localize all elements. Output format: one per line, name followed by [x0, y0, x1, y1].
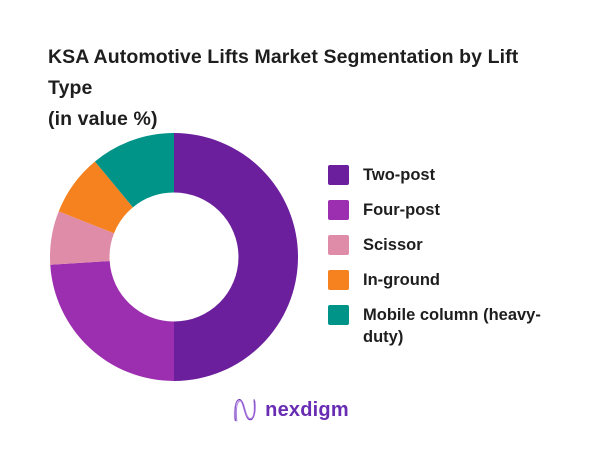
donut-chart: [50, 133, 298, 381]
donut-segment-two-post: [174, 133, 298, 381]
donut-segment-in-ground: [58, 161, 133, 234]
legend-swatch: [328, 235, 349, 255]
nexdigm-logo-text: nexdigm: [265, 398, 349, 421]
donut-segment-four-post: [50, 261, 174, 381]
legend-swatch: [328, 270, 349, 290]
donut-segment-mobile-column-heavy-duty: [94, 133, 174, 208]
chart-title-line1: KSA Automotive Lifts Market Segmentation…: [48, 46, 519, 99]
donut-segment-scissor: [50, 211, 115, 265]
donut-chart-svg: [50, 133, 298, 381]
legend-label: Mobile column (heavy-duty): [363, 306, 541, 346]
legend-item-two-post: Two-post: [328, 164, 568, 186]
legend-label: In-ground: [363, 271, 440, 289]
legend-swatch: [328, 165, 349, 185]
legend-item-scissor: Scissor: [328, 234, 568, 256]
legend-label: Two-post: [363, 166, 436, 184]
nexdigm-logo-icon: [233, 399, 256, 422]
legend-label: Scissor: [363, 236, 423, 254]
legend-item-in-ground: In-ground: [328, 269, 568, 291]
chart-legend: Two-post Four-post Scissor In-ground Mob…: [328, 164, 568, 361]
legend-swatch: [328, 200, 349, 220]
legend-label: Four-post: [363, 201, 440, 219]
chart-title: KSA Automotive Lifts Market Segmentation…: [48, 42, 568, 135]
legend-swatch: [328, 305, 349, 325]
legend-item-mobile-column: Mobile column (heavy-duty): [328, 304, 568, 348]
chart-title-line2: (in value %): [48, 108, 158, 130]
nexdigm-logo: nexdigm: [0, 394, 602, 426]
legend-item-four-post: Four-post: [328, 199, 568, 221]
